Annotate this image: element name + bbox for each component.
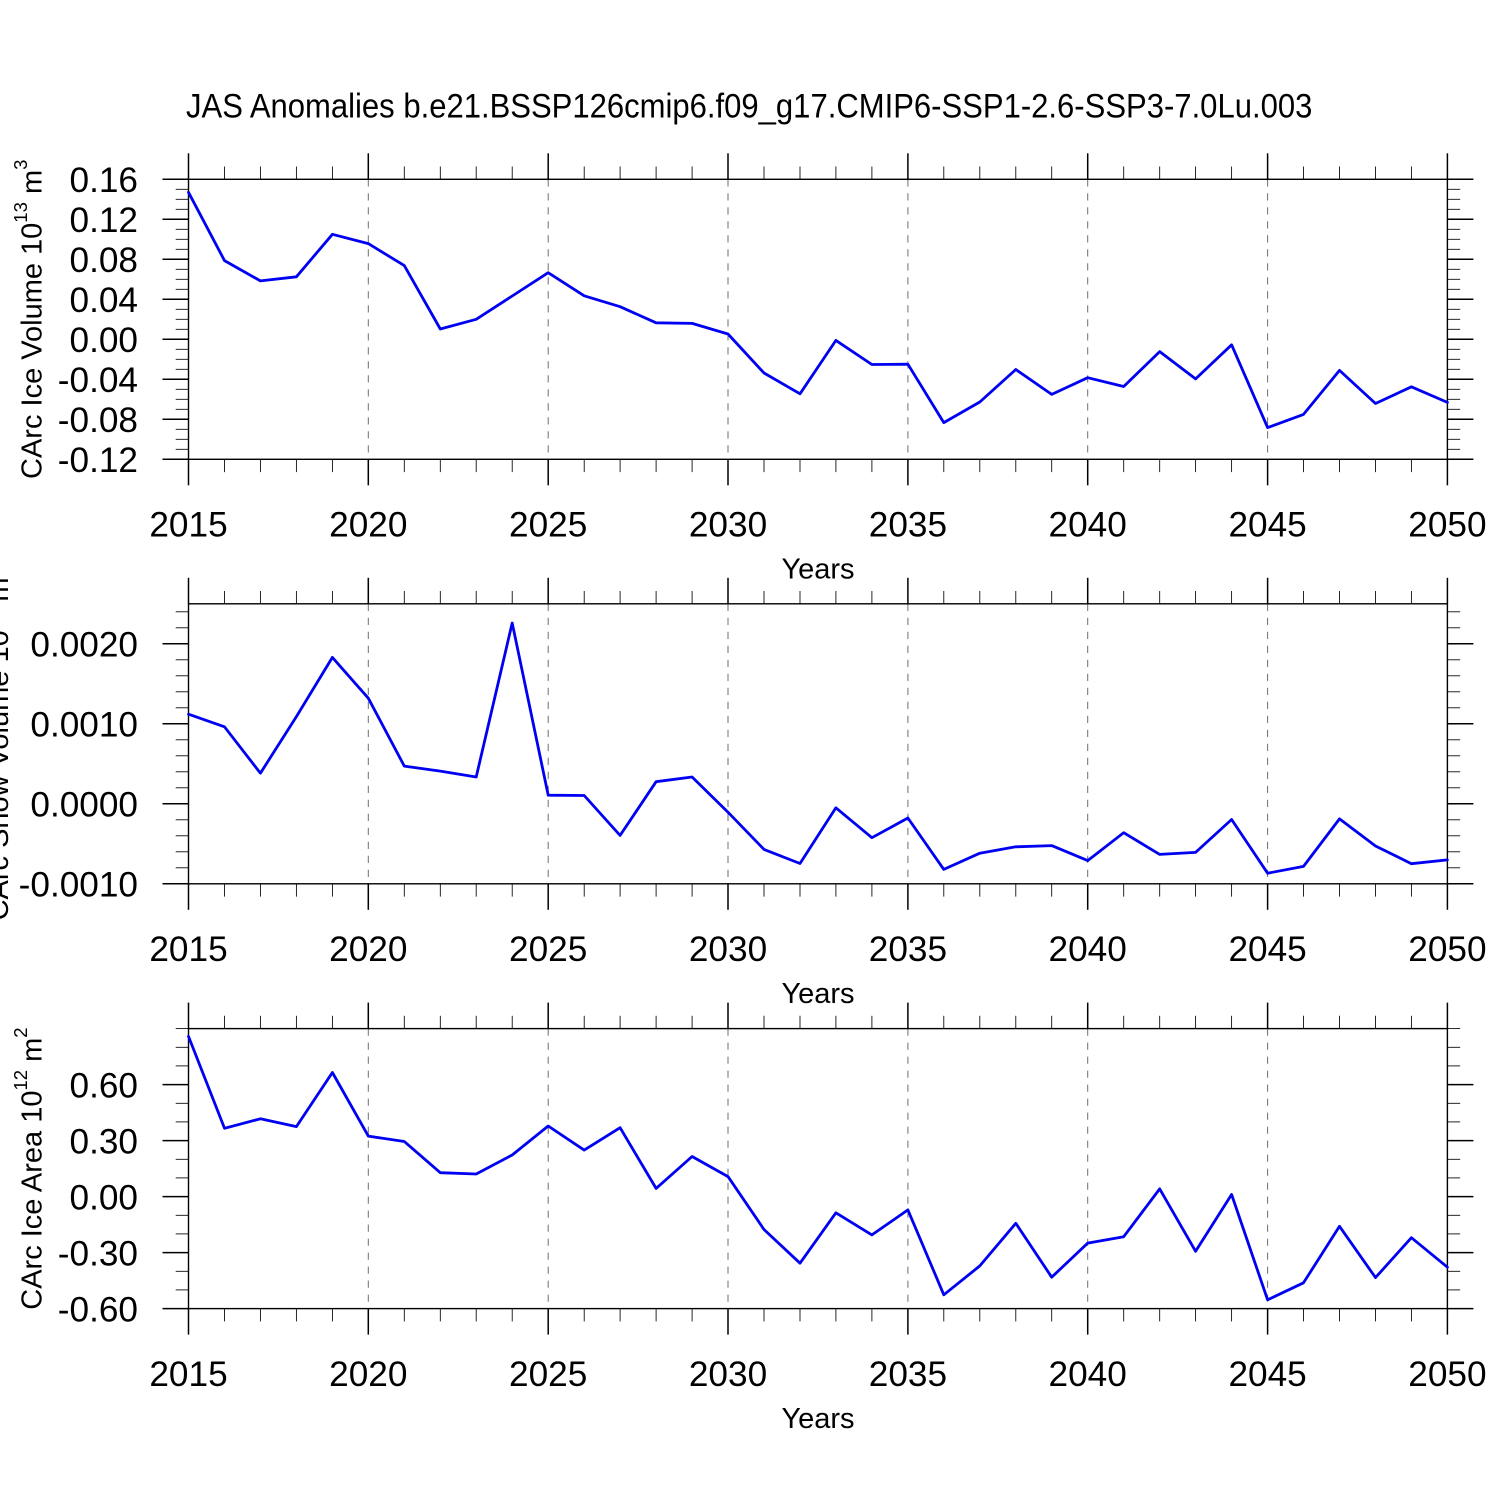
svg-text:2020: 2020 <box>329 1355 407 1394</box>
svg-text:0.30: 0.30 <box>70 1122 139 1161</box>
svg-text:-0.30: -0.30 <box>58 1234 138 1273</box>
svg-text:0.08: 0.08 <box>70 241 139 280</box>
svg-text:2040: 2040 <box>1049 1355 1127 1394</box>
svg-text:2015: 2015 <box>149 1355 227 1394</box>
svg-text:2050: 2050 <box>1408 506 1486 545</box>
svg-text:0.00: 0.00 <box>70 1178 139 1217</box>
svg-text:2030: 2030 <box>689 506 767 545</box>
svg-text:2040: 2040 <box>1049 506 1127 545</box>
svg-text:0.00: 0.00 <box>70 321 139 360</box>
svg-text:2015: 2015 <box>149 930 227 969</box>
svg-text:-0.60: -0.60 <box>58 1290 138 1329</box>
svg-text:Years: Years <box>781 978 854 1010</box>
svg-text:CArc Ice Volume 1013 m3: CArc Ice Volume 1013 m3 <box>10 160 49 479</box>
svg-text:-0.04: -0.04 <box>58 361 138 400</box>
svg-text:CArc Snow Volume 1013 m3: CArc Snow Volume 1013 m3 <box>0 567 15 920</box>
svg-text:Years: Years <box>781 554 854 586</box>
svg-text:2025: 2025 <box>509 1355 587 1394</box>
svg-text:2035: 2035 <box>869 930 947 969</box>
svg-text:0.12: 0.12 <box>70 201 139 240</box>
svg-text:2030: 2030 <box>689 1355 767 1394</box>
svg-text:-0.0010: -0.0010 <box>19 866 138 905</box>
svg-text:2020: 2020 <box>329 506 407 545</box>
svg-text:0.0000: 0.0000 <box>30 786 138 825</box>
svg-text:2045: 2045 <box>1228 1355 1306 1394</box>
svg-text:2050: 2050 <box>1408 930 1486 969</box>
svg-text:JAS Anomalies b.e21.BSSP126cmi: JAS Anomalies b.e21.BSSP126cmip6.f09_g17… <box>186 86 1312 125</box>
svg-text:2015: 2015 <box>149 506 227 545</box>
svg-text:2025: 2025 <box>509 930 587 969</box>
svg-text:2035: 2035 <box>869 1355 947 1394</box>
svg-text:2035: 2035 <box>869 506 947 545</box>
svg-text:2025: 2025 <box>509 506 587 545</box>
svg-text:-0.12: -0.12 <box>58 441 138 480</box>
svg-text:2045: 2045 <box>1228 930 1306 969</box>
svg-text:2020: 2020 <box>329 930 407 969</box>
svg-text:0.16: 0.16 <box>70 161 139 200</box>
svg-text:CArc Ice Area 1012 m2: CArc Ice Area 1012 m2 <box>10 1027 49 1309</box>
svg-text:0.0010: 0.0010 <box>30 706 138 745</box>
svg-text:Years: Years <box>781 1403 854 1435</box>
svg-text:2040: 2040 <box>1049 930 1127 969</box>
svg-text:0.0020: 0.0020 <box>30 626 138 665</box>
svg-text:0.04: 0.04 <box>70 281 139 320</box>
svg-text:2045: 2045 <box>1228 506 1306 545</box>
svg-text:-0.08: -0.08 <box>58 401 138 440</box>
svg-text:2050: 2050 <box>1408 1355 1486 1394</box>
svg-text:2030: 2030 <box>689 930 767 969</box>
svg-text:0.60: 0.60 <box>70 1066 139 1105</box>
